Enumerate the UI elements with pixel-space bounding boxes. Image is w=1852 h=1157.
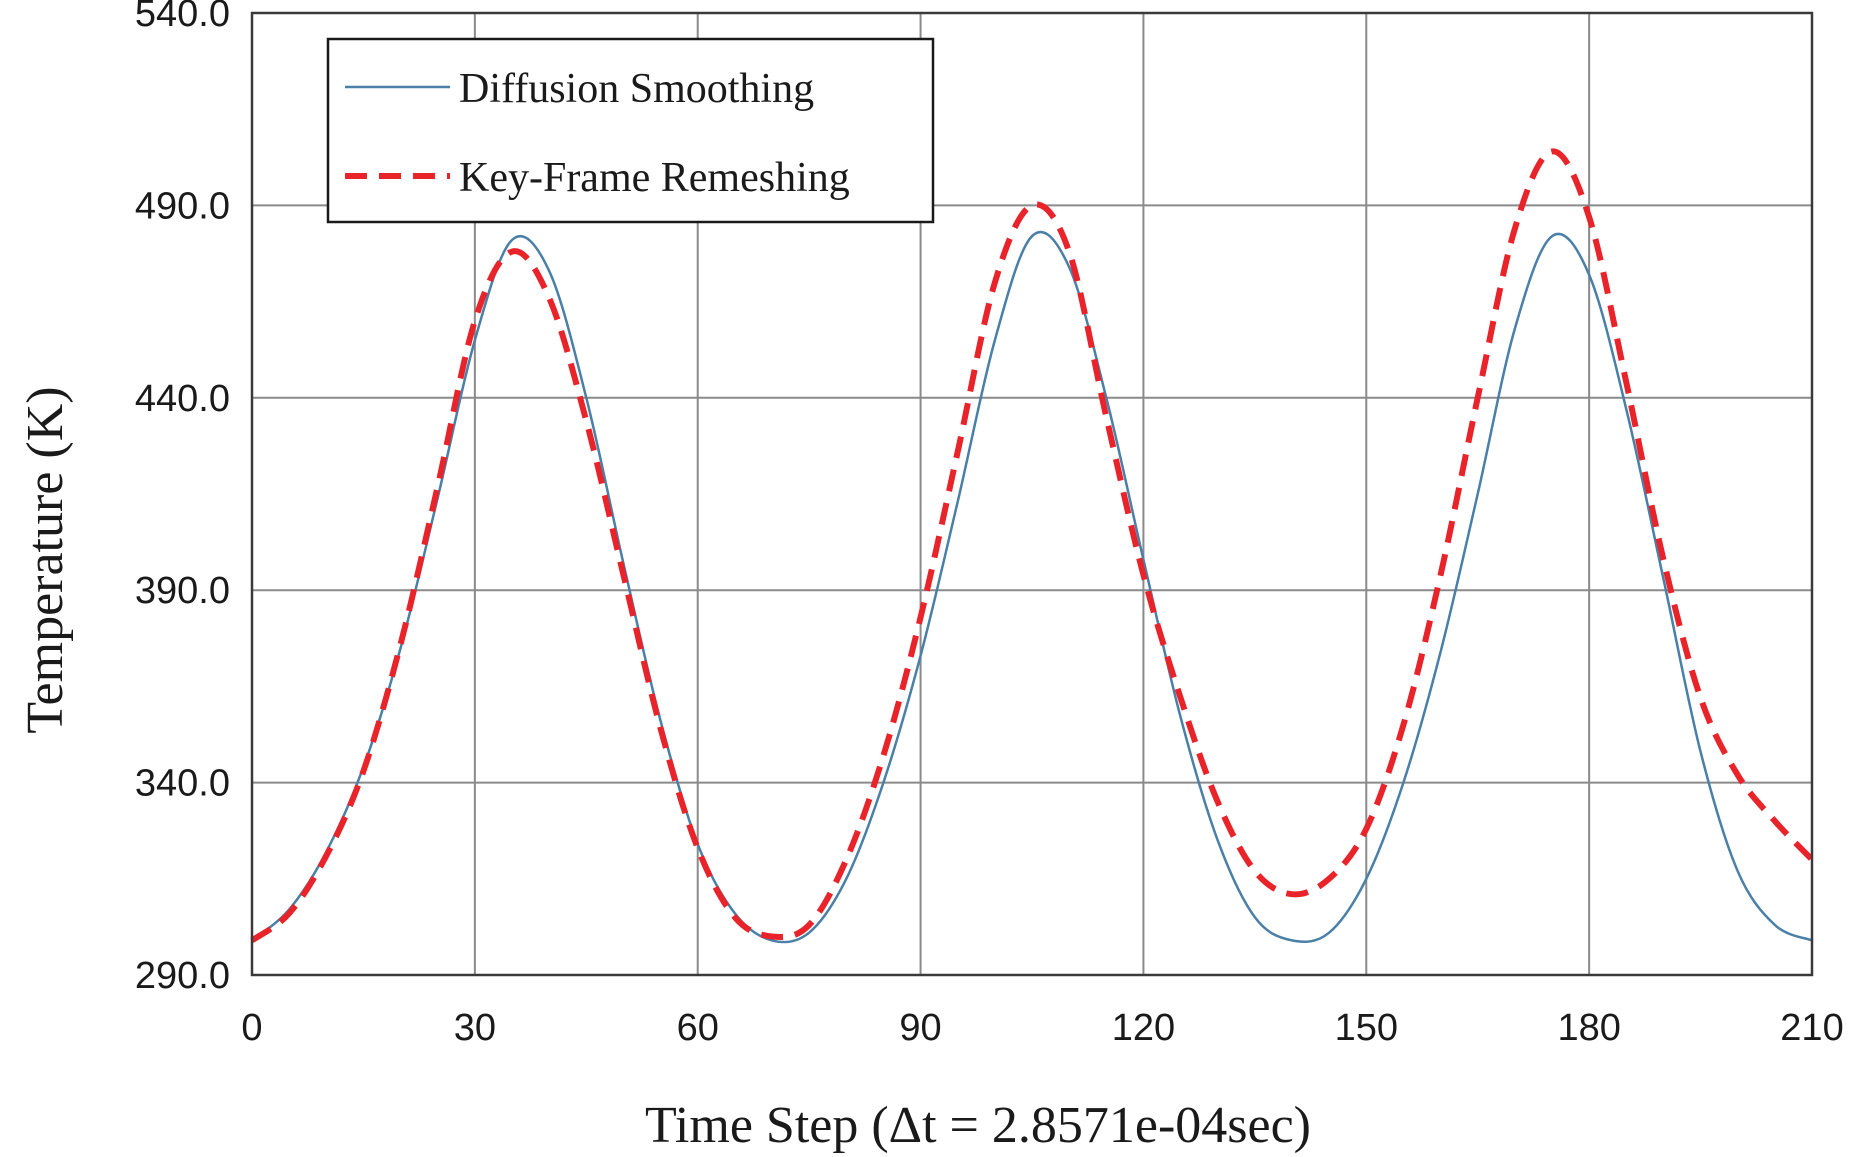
- x-axis-ticks: 0 30 60 90 120 150 180 210: [241, 1007, 1843, 1049]
- legend-label-key-frame-remeshing: Key-Frame Remeshing: [459, 155, 850, 201]
- series-line-diffusion-smoothing: [251, 230, 1813, 944]
- series-line-key-frame-remeshing: [250, 148, 1815, 943]
- y-axis-title: Temperature (K): [17, 386, 74, 733]
- legend-label-diffusion-smoothing: Diffusion Smoothing: [459, 66, 814, 112]
- x-tick-label: 30: [454, 1007, 496, 1049]
- x-tick-label: 180: [1557, 1007, 1620, 1049]
- y-tick-label: 540.0: [135, 0, 230, 35]
- plot-frame: [250, 11, 1814, 977]
- x-tick-label: 150: [1335, 1007, 1398, 1049]
- legend-box: [326, 37, 935, 224]
- x-tick-label: 120: [1112, 1007, 1175, 1049]
- x-tick-label: 90: [899, 1007, 941, 1049]
- x-tick-label: 0: [241, 1007, 262, 1049]
- y-tick-label: 340.0: [135, 763, 230, 805]
- y-tick-label: 440.0: [135, 378, 230, 420]
- series-layer: [250, 148, 1815, 944]
- legend: Diffusion Smoothing Key-Frame Remeshing: [326, 37, 935, 224]
- x-tick-label: 60: [677, 1007, 719, 1049]
- y-tick-label: 390.0: [135, 570, 230, 612]
- y-axis-ticks: 290.0 340.0 390.0 440.0 490.0 540.0: [135, 0, 230, 997]
- y-tick-label: 490.0: [135, 185, 230, 227]
- x-axis-title: Time Step (Δt = 2.8571e-04sec): [645, 1097, 1311, 1154]
- x-tick-label: 210: [1780, 1007, 1843, 1049]
- y-tick-label: 290.0: [135, 955, 230, 997]
